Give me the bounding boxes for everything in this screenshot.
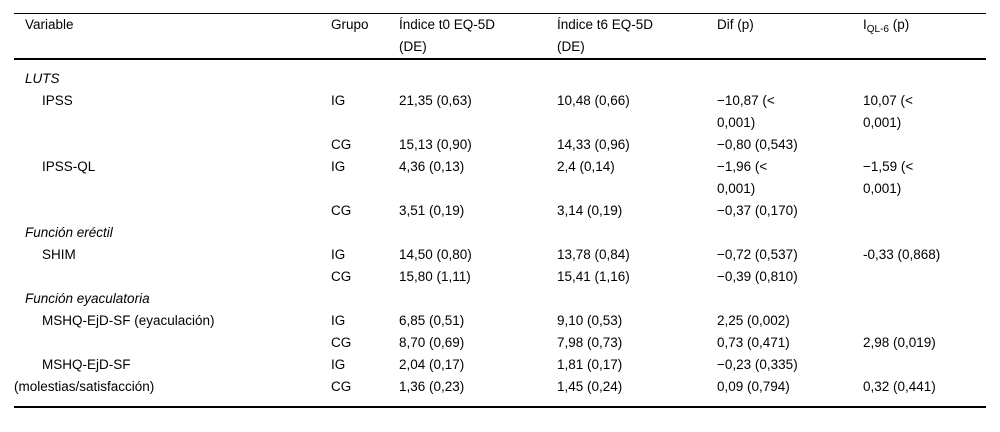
cell-variable xyxy=(14,134,331,156)
cell-indice-t0: 8,70 (0,69) xyxy=(399,335,465,350)
table-row-shim-cg: CG 15,80 (1,11) 15,41 (1,16) −0,39 (0,81… xyxy=(14,266,986,288)
cell-indice-t0: 21,35 (0,63) xyxy=(399,93,472,108)
table-row-ipssql-ig: IPSS-QL IG 4,36 (0,13) 2,4 (0,14) −1,96 … xyxy=(14,156,986,200)
cell-iql6-p: -0,33 (0,868) xyxy=(863,247,941,262)
col-header-grupo: Grupo xyxy=(331,17,369,32)
cell-indice-t6: 13,78 (0,84) xyxy=(557,247,630,262)
cell-indice-t6: 1,45 (0,24) xyxy=(557,379,623,394)
table-row-mshq-molestias-cg: CG 1,36 (0,23) 1,45 (0,24) 0,09 (0,794) … xyxy=(14,376,986,407)
results-table: Variable Grupo Índice t0 EQ-5D (DE) Índi… xyxy=(14,13,986,408)
cell-indice-t6: 14,33 (0,96) xyxy=(557,137,630,152)
table-header: Variable Grupo Índice t0 EQ-5D (DE) Índi… xyxy=(14,13,986,60)
table-row-ipss-ig: IPSS IG 21,35 (0,63) 10,48 (0,66) −10,87… xyxy=(14,90,986,134)
cell-iql6-p: 0,32 (0,441) xyxy=(863,379,936,394)
cell-grupo: CG xyxy=(331,379,352,394)
table-row-mshq-eyaculacion-ig: MSHQ-EjD-SF (eyaculación) IG 6,85 (0,51)… xyxy=(14,310,986,332)
cell-indice-t6: 7,98 (0,73) xyxy=(557,335,623,350)
cell-dif-p: 0,73 (0,471) xyxy=(717,335,790,350)
cell-indice-t0: 15,13 (0,90) xyxy=(399,137,472,152)
col-header-iql6-p: IQL-6 (p) xyxy=(863,14,986,60)
cell-iql6-p xyxy=(863,134,986,156)
iql6-base: I xyxy=(863,17,867,32)
iql6-subscript: QL-6 xyxy=(866,24,889,35)
cell-indice-t6: 3,14 (0,19) xyxy=(557,203,623,218)
cell-iql6-p xyxy=(863,200,986,222)
cell-iql6-p xyxy=(863,354,986,376)
section-label: Función eréctil xyxy=(25,225,113,240)
cell-variable: SHIM xyxy=(42,247,76,262)
cell-grupo: IG xyxy=(331,93,346,108)
cell-iql6-p: 10,07 (< 0,001) xyxy=(863,93,913,130)
col-header-dif-p: Dif (p) xyxy=(717,17,754,32)
table-row-ipss-cg: CG 15,13 (0,90) 14,33 (0,96) −0,80 (0,54… xyxy=(14,134,986,156)
table-row-shim-ig: SHIM IG 14,50 (0,80) 13,78 (0,84) −0,72 … xyxy=(14,244,986,266)
section-row-funcion-erectil: Función eréctil xyxy=(14,222,986,244)
cell-grupo: IG xyxy=(331,247,346,262)
cell-grupo: IG xyxy=(331,357,346,372)
cell-grupo: CG xyxy=(331,335,352,350)
cell-variable: MSHQ-EjD-SF (molestias/satisfacción) xyxy=(14,357,155,394)
cell-iql6-p xyxy=(863,310,986,332)
cell-dif-p: −0,37 (0,170) xyxy=(717,203,798,218)
cell-dif-p: −10,87 (< 0,001) xyxy=(717,93,775,130)
cell-dif-p: 0,09 (0,794) xyxy=(717,379,790,394)
iql6-suffix: (p) xyxy=(889,17,910,32)
cell-variable: IPSS xyxy=(42,93,73,108)
table-row-mshq-molestias-ig: MSHQ-EjD-SF (molestias/satisfacción) IG … xyxy=(14,354,986,394)
header-row: Variable Grupo Índice t0 EQ-5D (DE) Índi… xyxy=(14,13,986,60)
table-body: LUTS IPSS IG 21,35 (0,63) 10,48 (0,66) −… xyxy=(14,59,986,407)
cell-dif-p: 2,25 (0,002) xyxy=(717,313,790,328)
cell-indice-t6: 2,4 (0,14) xyxy=(557,159,615,174)
cell-variable xyxy=(14,200,331,222)
section-row-funcion-eyaculatoria: Función eyaculatoria xyxy=(14,288,986,310)
cell-grupo: CG xyxy=(331,269,352,284)
col-header-indice-t6: Índice t6 EQ-5D (DE) xyxy=(557,17,654,54)
cell-dif-p: −0,72 (0,537) xyxy=(717,247,798,262)
cell-variable: IPSS-QL xyxy=(42,159,96,174)
cell-indice-t0: 1,36 (0,23) xyxy=(399,379,465,394)
table-row-ipssql-cg: CG 3,51 (0,19) 3,14 (0,19) −0,37 (0,170) xyxy=(14,200,986,222)
cell-grupo: CG xyxy=(331,203,352,218)
section-label: LUTS xyxy=(25,71,60,86)
cell-iql6-p xyxy=(863,266,986,288)
cell-indice-t6: 15,41 (1,16) xyxy=(557,269,630,284)
col-header-variable: Variable xyxy=(25,17,74,32)
section-label: Función eyaculatoria xyxy=(25,291,150,306)
cell-indice-t0: 6,85 (0,51) xyxy=(399,313,465,328)
cell-dif-p: −0,39 (0,810) xyxy=(717,269,798,284)
table-row-mshq-eyaculacion-cg: CG 8,70 (0,69) 7,98 (0,73) 0,73 (0,471) … xyxy=(14,332,986,354)
cell-iql6-p: 2,98 (0,019) xyxy=(863,335,936,350)
cell-grupo: IG xyxy=(331,159,346,174)
section-row-luts: LUTS xyxy=(14,59,986,90)
cell-dif-p: −0,80 (0,543) xyxy=(717,137,798,152)
cell-variable: MSHQ-EjD-SF (eyaculación) xyxy=(42,313,215,328)
cell-grupo: IG xyxy=(331,313,346,328)
cell-indice-t6: 10,48 (0,66) xyxy=(557,93,630,108)
cell-grupo: CG xyxy=(331,137,352,152)
results-table-container: Variable Grupo Índice t0 EQ-5D (DE) Índi… xyxy=(14,13,986,408)
cell-indice-t0: 2,04 (0,17) xyxy=(399,357,465,372)
cell-iql6-p: −1,59 (< 0,001) xyxy=(863,159,914,196)
cell-indice-t0: 15,80 (1,11) xyxy=(399,269,471,284)
cell-indice-t0: 4,36 (0,13) xyxy=(399,159,465,174)
col-header-indice-t0: Índice t0 EQ-5D (DE) xyxy=(399,17,496,54)
cell-indice-t6: 1,81 (0,17) xyxy=(557,357,623,372)
cell-variable xyxy=(14,332,331,354)
cell-indice-t0: 3,51 (0,19) xyxy=(399,203,465,218)
cell-dif-p: −0,23 (0,335) xyxy=(717,357,798,372)
cell-dif-p: −1,96 (< 0,001) xyxy=(717,159,768,196)
cell-variable xyxy=(14,266,331,288)
cell-indice-t0: 14,50 (0,80) xyxy=(399,247,472,262)
cell-indice-t6: 9,10 (0,53) xyxy=(557,313,623,328)
